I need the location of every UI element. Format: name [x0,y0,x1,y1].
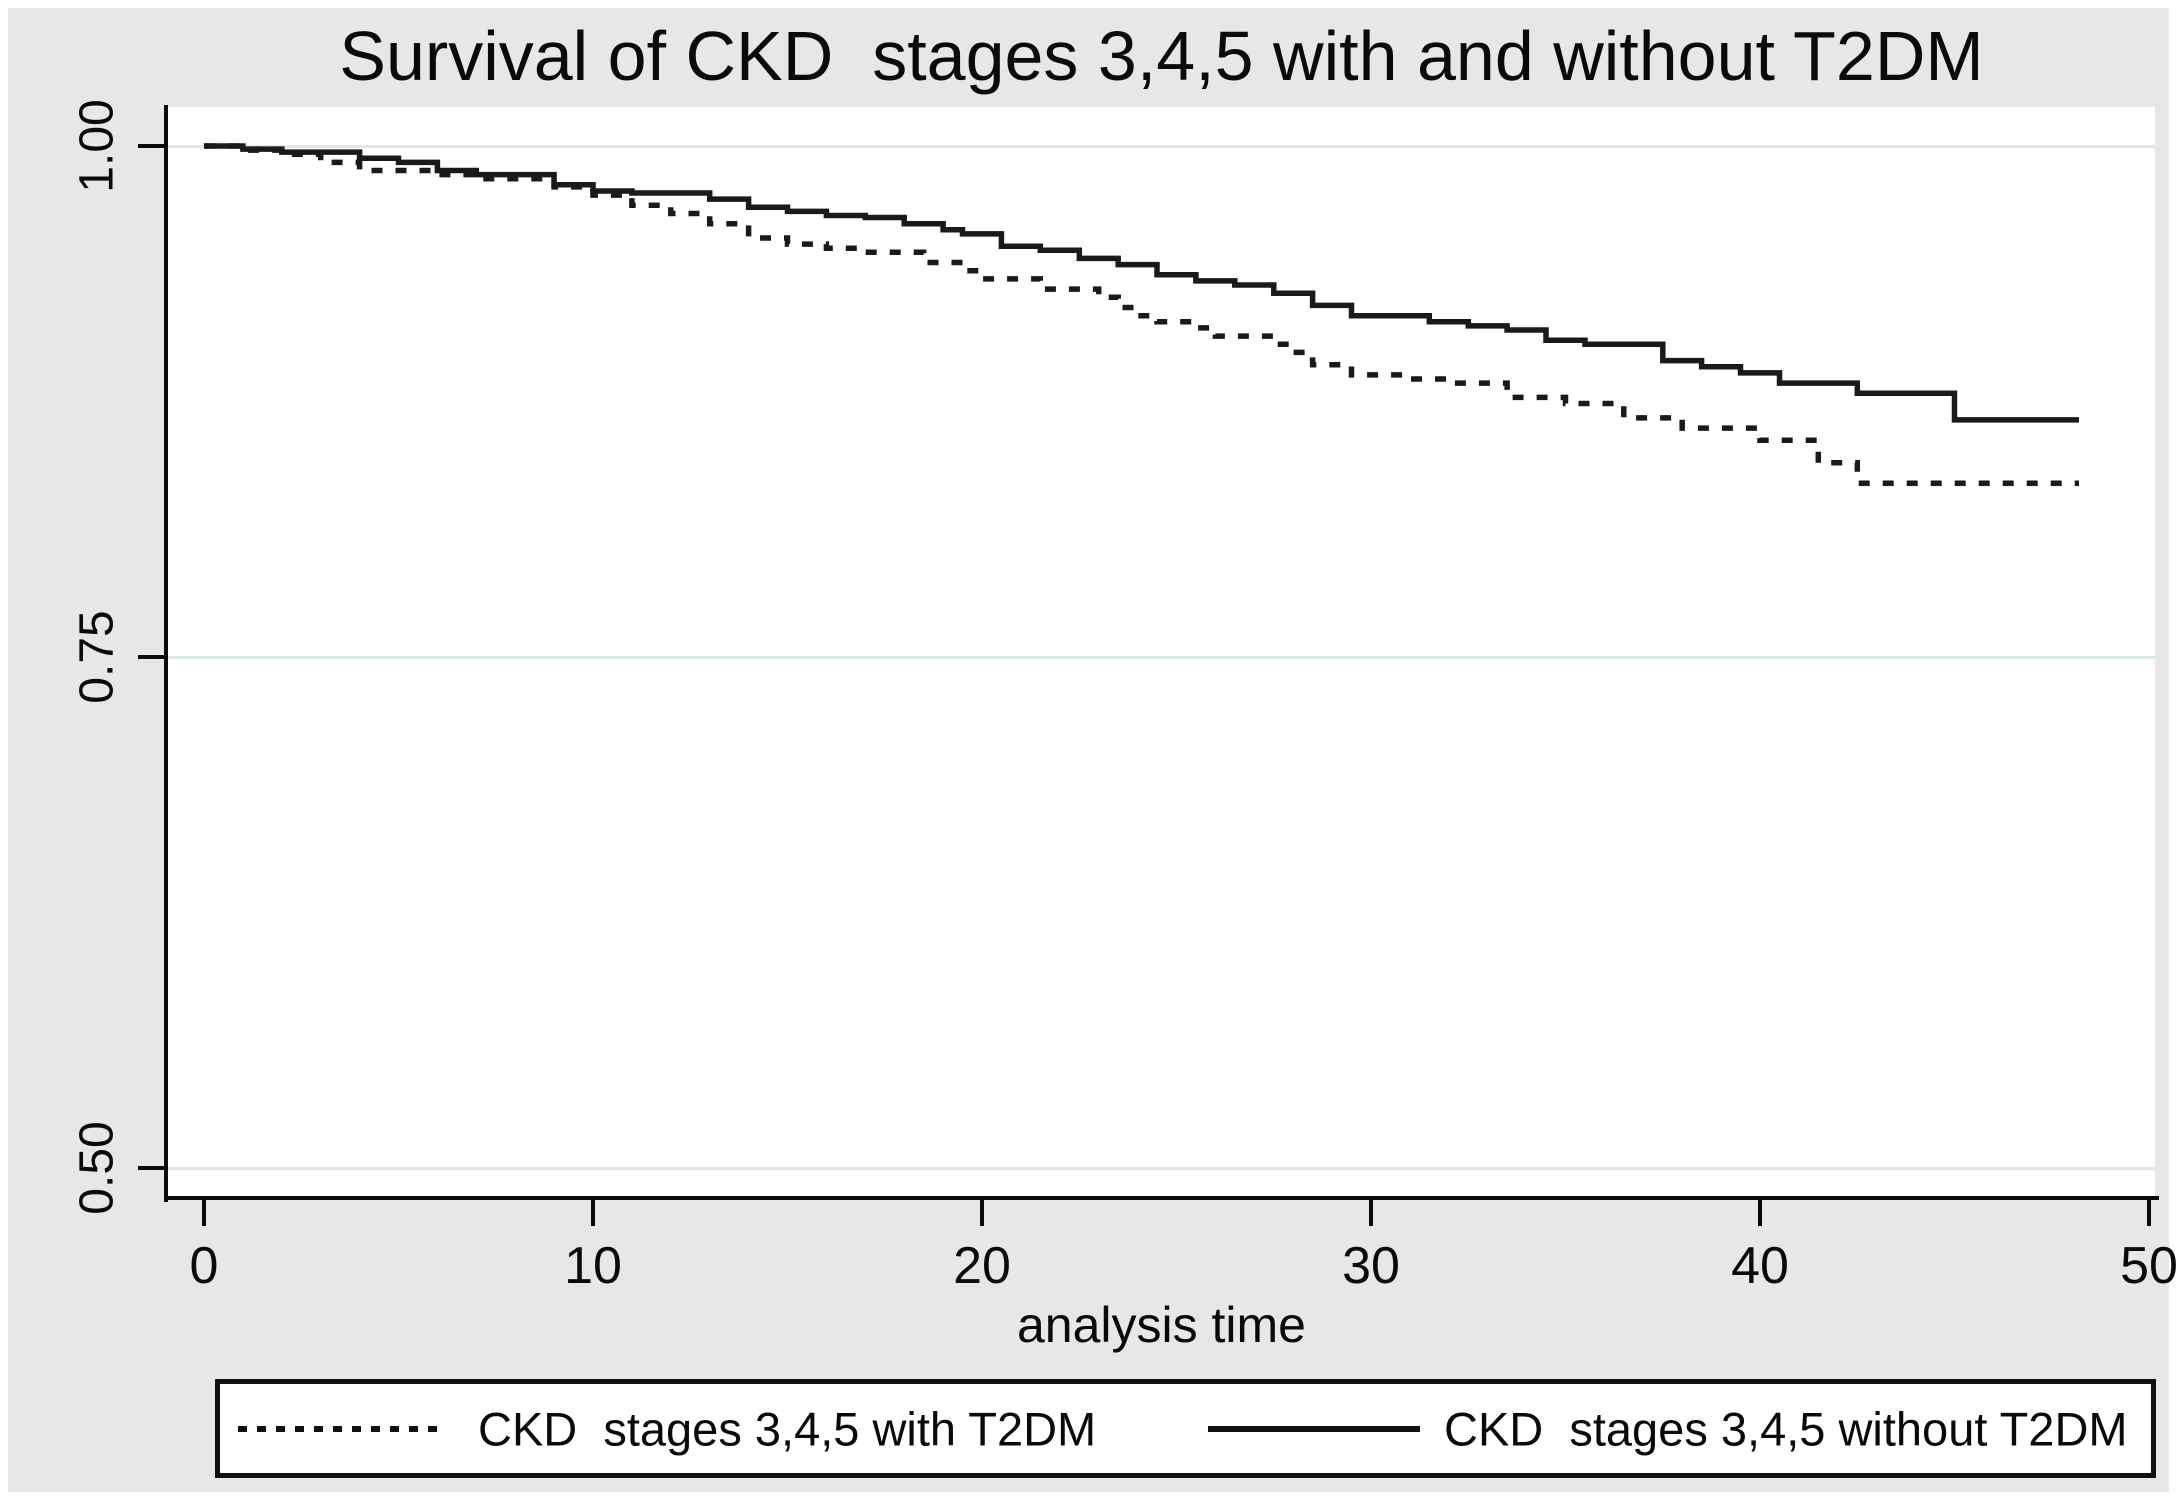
legend-dotted-line-sample [238,1425,446,1432]
y-tick-1.00 [138,144,165,148]
x-tick-0 [202,1200,206,1226]
legend-box: CKD stages 3,4,5 with T2DM CKD stages 3,… [215,1379,2156,1478]
x-tick-label-20: 20 [953,1237,1011,1295]
y-tick-0.50 [138,1166,165,1170]
gridline-1.00 [168,145,2155,148]
x-tick-10 [591,1200,595,1226]
x-tick-label-40: 40 [1731,1237,1789,1295]
x-tick-30 [1369,1200,1373,1226]
y-axis-line [164,105,168,1202]
gridline-0.50 [168,1167,2155,1170]
legend-label-without-t2dm: CKD stages 3,4,5 without T2DM [1444,1402,2128,1455]
x-tick-label-0: 0 [189,1237,219,1295]
legend-label-with-t2dm: CKD stages 3,4,5 with T2DM [478,1402,1097,1455]
y-tick-label-0.50: 0.50 [70,1121,124,1215]
y-tick-0.75 [138,655,165,659]
x-tick-label-50: 50 [2120,1237,2177,1295]
x-tick-40 [1758,1200,1762,1226]
x-axis-line [164,1196,2159,1200]
x-tick-50 [2147,1200,2151,1226]
gridline-0.75 [168,656,2155,659]
x-tick-label-10: 10 [564,1237,622,1295]
x-axis-title: analysis time [1017,1297,1306,1353]
plot-area [168,107,2155,1198]
chart-title: Survival of CKD stages 3,4,5 with and wi… [339,17,1984,95]
legend-solid-line-sample [1208,1425,1420,1432]
y-tick-label-1.00: 1.00 [70,99,124,193]
y-tick-label-0.75: 0.75 [70,610,124,704]
x-tick-label-30: 30 [1342,1237,1400,1295]
x-tick-20 [980,1200,984,1226]
